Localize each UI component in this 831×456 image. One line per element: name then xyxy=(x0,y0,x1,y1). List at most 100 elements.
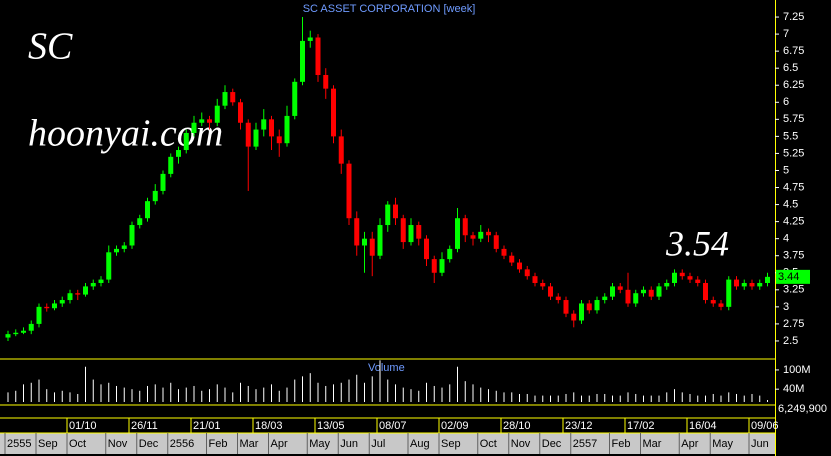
candle-body xyxy=(377,225,383,256)
volume-bar xyxy=(232,392,234,402)
x-tick-label: 13/05 xyxy=(317,420,345,432)
volume-bar xyxy=(15,390,17,402)
month-label: Jun xyxy=(751,438,769,450)
annotation: SC xyxy=(28,26,73,68)
candle-body xyxy=(121,245,127,249)
candle-body xyxy=(439,259,445,273)
candle-body xyxy=(362,238,367,246)
candle-body xyxy=(253,129,259,147)
volume-bar xyxy=(759,395,761,402)
candle-body xyxy=(98,279,104,283)
candle-body xyxy=(129,225,135,246)
y-tick-label: 6 xyxy=(783,96,789,108)
candle-body xyxy=(168,156,174,174)
candle-body xyxy=(323,75,329,89)
candle-body xyxy=(338,136,344,164)
month-label: 2557 xyxy=(573,438,597,450)
volume-bar xyxy=(464,381,466,402)
month-label: Apr xyxy=(271,438,288,450)
candle-body xyxy=(431,259,437,273)
x-tick-label: 26/11 xyxy=(131,420,158,432)
month-label: Oct xyxy=(69,438,86,450)
y-tick-label: 2.5 xyxy=(783,335,798,347)
volume-bar xyxy=(426,382,427,402)
candle-body xyxy=(687,276,693,280)
volume-bar xyxy=(38,379,40,402)
volume-bar xyxy=(193,385,195,402)
candle-body xyxy=(44,306,50,309)
volume-bar xyxy=(674,389,675,402)
volume-bar xyxy=(511,392,513,402)
y-tick-label: 5 xyxy=(783,164,789,176)
candle-body xyxy=(5,334,11,338)
candle-body xyxy=(183,132,189,151)
candle-body xyxy=(90,282,96,287)
volume-bar xyxy=(340,382,342,402)
volume-bar xyxy=(643,395,644,402)
candle-body xyxy=(493,235,499,249)
candle-body xyxy=(137,218,143,226)
candle-body xyxy=(269,119,274,137)
candle-body xyxy=(478,231,484,239)
candle-body xyxy=(641,289,646,294)
candle-body xyxy=(238,102,243,123)
volume-bar xyxy=(542,395,544,402)
candle-body xyxy=(424,238,429,260)
candle-body xyxy=(207,119,212,123)
volume-bar xyxy=(348,379,350,402)
volume-bar xyxy=(596,393,598,402)
candle-body xyxy=(261,119,267,130)
candle-body xyxy=(625,289,631,304)
volume-bar xyxy=(240,382,241,402)
volume-bar xyxy=(333,384,334,402)
candle-body xyxy=(532,276,538,283)
y-tick-label: 3 xyxy=(783,301,789,313)
candle-body xyxy=(486,231,491,236)
last-volume-box xyxy=(776,402,831,416)
volume-bar xyxy=(108,382,110,402)
x-tick-label: 18/03 xyxy=(255,420,283,432)
y-tick-label: 2.75 xyxy=(783,318,804,330)
volume-bar xyxy=(627,392,629,402)
volume-bar xyxy=(123,387,125,402)
candle-body xyxy=(199,119,205,123)
y-tick-label: 4.25 xyxy=(783,216,804,228)
volume-tick-label: 100M xyxy=(783,364,811,376)
y-tick-label: 4.5 xyxy=(783,198,798,210)
month-label: Nov xyxy=(511,438,531,450)
candle-body xyxy=(59,300,65,304)
candle-body xyxy=(145,201,150,219)
volume-bar xyxy=(271,384,272,402)
candle-body xyxy=(501,248,507,256)
candle-body xyxy=(517,262,522,270)
volume-bar xyxy=(294,379,296,402)
volume-bar xyxy=(449,384,451,402)
candle-body xyxy=(633,293,639,304)
last-price-label: 3.44 xyxy=(778,271,799,283)
candle-body xyxy=(276,136,282,144)
volume-bar xyxy=(743,395,745,402)
volume-bar xyxy=(77,393,79,402)
month-label: Sep xyxy=(441,438,461,450)
volume-bar xyxy=(503,392,505,402)
volume-bar xyxy=(216,384,218,402)
volume-bar xyxy=(612,395,613,402)
y-tick-label: 7.25 xyxy=(783,11,804,23)
volume-bar xyxy=(728,392,730,402)
month-label: 2556 xyxy=(170,438,194,450)
candle-body xyxy=(447,248,453,260)
volume-bar xyxy=(441,387,443,402)
candle-body xyxy=(765,276,770,283)
volume-bar xyxy=(457,366,458,402)
volume-bar xyxy=(588,395,590,402)
candle-body xyxy=(408,225,414,243)
volume-bar xyxy=(635,393,637,402)
candle-body xyxy=(540,282,546,287)
volume-bar xyxy=(61,390,63,402)
volume-bar xyxy=(395,384,396,402)
volume-bar xyxy=(534,395,536,402)
y-tick-label: 6.5 xyxy=(783,62,798,74)
candle-body xyxy=(300,40,305,82)
volume-bar xyxy=(263,387,265,402)
